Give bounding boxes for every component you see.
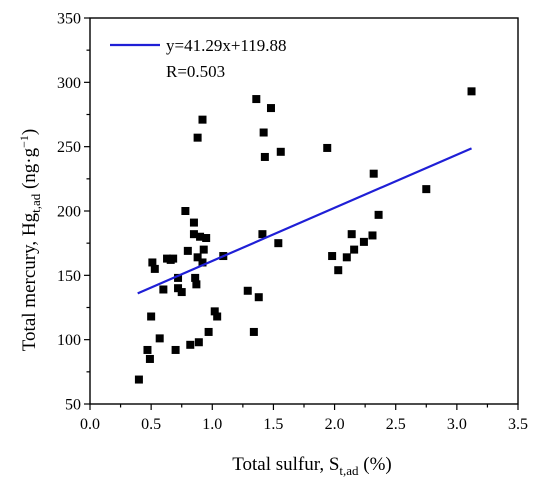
data-point [147,312,156,321]
x-tick-label: 1.5 [263,416,283,433]
data-point [193,133,202,142]
x-tick-label: 0.5 [141,416,161,433]
data-point [181,207,190,215]
data-point [196,232,205,241]
data-point [194,338,203,347]
data-point [274,239,283,248]
data-point [191,273,200,282]
y-tick-label: 150 [57,268,81,285]
y-tick-label: 200 [57,204,81,221]
plot-frame [89,17,519,405]
data-point [243,286,252,295]
y-axis-title: Total mercury, Hgt,ad (ng·g−1) [17,129,43,351]
data-point [193,253,202,262]
regression-line [137,147,472,295]
y-tick-label: 250 [57,139,81,156]
data-point [177,288,186,297]
data-point [198,115,207,124]
data-point [334,266,343,275]
data-point [189,218,198,227]
data-point [199,245,208,254]
data-point [134,375,143,384]
x-tick-label: 3.0 [447,416,467,433]
x-tick-label: 0.0 [80,416,100,433]
data-point [467,87,476,96]
data-point [259,128,268,137]
data-point [210,307,219,316]
data-point [369,169,378,178]
data-point [213,312,222,321]
data-point [189,230,198,239]
data-point [249,327,258,336]
data-point [204,327,213,336]
axis-tick-labels: 0.0 0.5 1.0 1.5 2.0 2.5 3.0 3.5 50 100 150 200 250 30… [57,11,528,434]
data-point [368,231,377,240]
data-point [374,210,383,219]
data-point [171,345,180,354]
data-point [422,185,431,194]
data-point [252,95,261,104]
data-point [192,280,201,289]
y-tick-label: 100 [57,332,81,349]
data-point [202,234,211,243]
data-point [143,345,152,354]
data-point [169,254,178,263]
data-point [148,258,157,267]
legend-r-label: R=0.503 [166,62,225,81]
data-point [260,152,269,161]
y-tick-label: 300 [57,75,81,92]
data-point [347,230,356,239]
data-point [276,147,285,156]
data-point [328,252,337,261]
data-point [150,264,159,273]
data-point [174,273,183,282]
data-point [350,245,359,254]
data-point [145,354,154,363]
data-point [155,334,164,343]
data-point [159,285,168,294]
y-tick-label: 350 [57,11,81,28]
y-tick-label: 50 [65,397,81,414]
data-point [258,230,267,239]
data-point [266,104,275,113]
data-point [342,253,351,262]
data-point [254,293,263,302]
x-axis-title: Total sulfur, St,ad (%) [232,454,392,478]
data-point [198,258,207,267]
legend-fit-label: y=41.29x+119.88 [166,36,287,55]
x-tick-label: 2.5 [386,416,406,433]
data-point [359,237,368,246]
data-point [323,143,332,152]
x-tick-label: 3.5 [508,416,528,433]
x-tick-label: 2.0 [325,416,345,433]
legend: y=41.29x+119.88 R=0.503 [110,36,287,81]
data-points [134,87,476,384]
data-point [183,246,192,255]
x-tick-label: 1.0 [202,416,222,433]
data-point [186,340,195,349]
